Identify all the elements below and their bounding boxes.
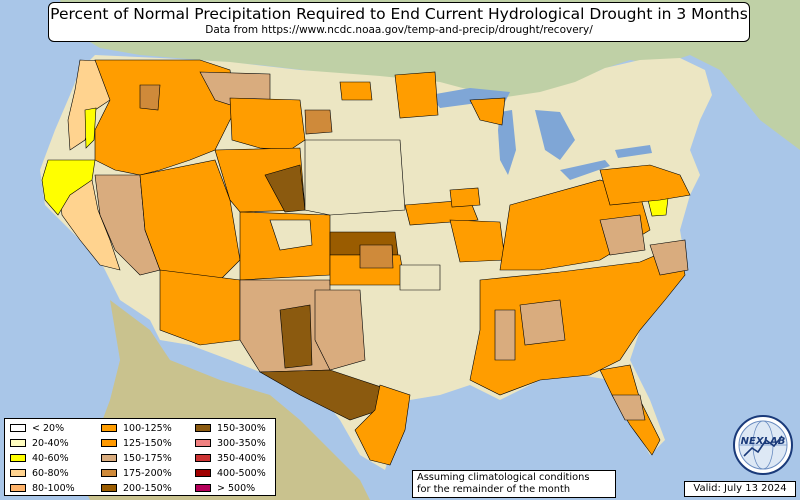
lake-huron (535, 110, 575, 160)
legend-swatch (195, 469, 211, 477)
legend-item: 150-300% (195, 422, 266, 434)
region-oregon-yellow (84, 107, 97, 149)
legend-swatch (10, 454, 26, 462)
legend-label: 125-150% (123, 437, 172, 449)
legend-label: 200-150% (123, 482, 172, 494)
logo-text: NEXLAB (741, 436, 786, 447)
region-nebraska-light (304, 139, 406, 216)
legend-item: 125-150% (101, 437, 172, 449)
region-texas-tan (314, 289, 366, 371)
legend-item: < 20% (10, 422, 64, 434)
legend-label: 20-40% (32, 437, 69, 449)
lake-erie (560, 160, 610, 180)
region-michigan-orange (469, 97, 506, 126)
legend-item: 175-200% (101, 467, 172, 479)
region-appalachia-tan (599, 214, 646, 256)
region-missouri-orange (449, 219, 506, 263)
legend-swatch (101, 469, 117, 477)
legend-label: 150-175% (123, 452, 172, 464)
region-dakota-orange (339, 81, 373, 101)
legend-label: 80-100% (32, 482, 75, 494)
legend-item: 80-100% (10, 482, 75, 494)
legend-label: 400-500% (217, 467, 266, 479)
lake-superior (430, 88, 510, 108)
legend-label: 350-400% (217, 452, 266, 464)
map-title: Percent of Normal Precipitation Required… (50, 5, 748, 23)
legend-swatch (101, 424, 117, 432)
assumption-note: Assuming climatological conditions for t… (412, 470, 616, 498)
legend-item: 60-80% (10, 467, 69, 479)
region-montana-brown (139, 84, 161, 111)
legend-swatch (195, 439, 211, 447)
legend-swatch (101, 484, 117, 492)
legend-label: 40-60% (32, 452, 69, 464)
legend-item: 350-400% (195, 452, 266, 464)
legend-item: 300-350% (195, 437, 266, 449)
region-ca-coast-light (57, 179, 121, 271)
legend-item: 150-175% (101, 452, 172, 464)
note-line-2: for the remainder of the month (417, 484, 571, 495)
region-ok-light (399, 264, 441, 291)
legend-label: 60-80% (32, 467, 69, 479)
region-wisconsin-orange (394, 71, 439, 119)
region-southeast-orange (469, 244, 686, 396)
legend-label: 150-300% (217, 422, 266, 434)
valid-date: Valid: July 13 2024 (684, 481, 796, 497)
note-line-1: Assuming climatological conditions (417, 472, 590, 483)
legend-swatch (101, 439, 117, 447)
legend-item: 20-40% (10, 437, 69, 449)
region-northeast-orange (599, 164, 691, 206)
region-dakota-brown (304, 109, 333, 135)
nexlab-logo: NEXLAB (733, 415, 793, 475)
legend-item: 400-500% (195, 467, 266, 479)
map-subtitle: Data from https://www.ncdc.noaa.gov/temp… (205, 24, 593, 36)
region-carolinas-tan (649, 239, 689, 276)
legend-item: 100-125% (101, 422, 172, 434)
legend-label: 100-125% (123, 422, 172, 434)
legend-swatch (195, 424, 211, 432)
legend-swatch (10, 439, 26, 447)
legend-item: 200-150% (101, 482, 172, 494)
legend-swatch (195, 484, 211, 492)
legend-item: > 500% (195, 482, 255, 494)
region-arizona-orange (159, 269, 241, 346)
legend-label: < 20% (32, 422, 65, 434)
legend-swatch (10, 469, 26, 477)
region-alabama-tan (519, 299, 566, 346)
legend-swatch (195, 454, 211, 462)
region-texas-orange-se (354, 384, 411, 466)
legend-item: 40-60% (10, 452, 69, 464)
legend-label: 175-200% (123, 467, 172, 479)
legend-label: 300-350% (217, 437, 266, 449)
lake-michigan (498, 110, 516, 175)
region-montana-orange (229, 97, 306, 151)
region-northwest-orange (94, 59, 236, 176)
region-nm-brown (279, 304, 313, 369)
legend: < 20% 20-40% 40-60% 60-80% 80-100% 100-125% 12… (4, 418, 276, 496)
region-il-orange (449, 187, 481, 208)
legend-label: > 500% (217, 482, 256, 494)
lake-ontario (615, 145, 652, 158)
legend-swatch (101, 454, 117, 462)
region-ks-tan (359, 244, 394, 269)
legend-swatch (10, 484, 26, 492)
region-n-california-yellow (41, 159, 96, 216)
region-utah-orange (139, 159, 241, 281)
region-florida-tan (611, 394, 646, 421)
title-box: Percent of Normal Precipitation Required… (48, 2, 750, 42)
region-colorado-light (269, 219, 313, 251)
legend-swatch (10, 424, 26, 432)
region-mississippi-tan (494, 309, 516, 361)
